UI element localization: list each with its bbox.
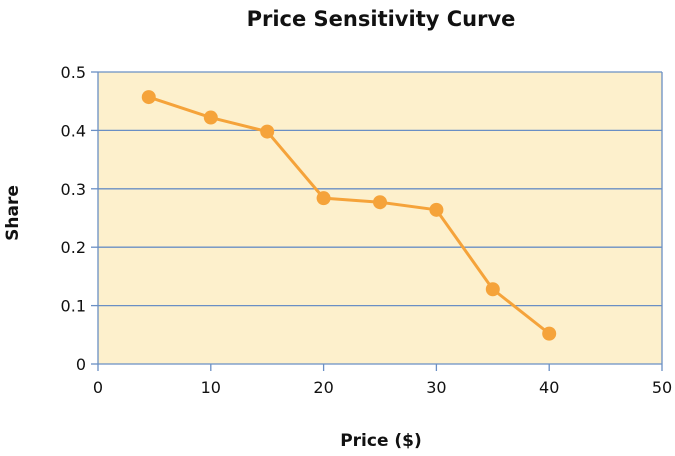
series-line (148, 95, 551, 335)
y-tick-label: 0.3 (61, 180, 86, 199)
data-point (429, 202, 444, 217)
gridlines (98, 71, 662, 307)
x-tick-label: 10 (201, 378, 221, 397)
data-point (373, 195, 387, 210)
data-point (203, 110, 218, 125)
chart-title: Price Sensitivity Curve (247, 7, 516, 31)
x-tick-label: 20 (313, 378, 333, 397)
y-tick-label: 0.2 (61, 238, 86, 257)
plot-area (98, 72, 662, 364)
data-point (260, 124, 275, 139)
y-tick-label: 0.5 (61, 63, 86, 82)
y-axis-ticks: 0 0.1 0.2 0.3 0.4 0.5 (61, 63, 98, 374)
x-tick-label: 40 (539, 378, 559, 397)
data-point (485, 282, 500, 297)
series-group (141, 90, 557, 341)
x-tick-label: 30 (426, 378, 446, 397)
data-point (141, 90, 156, 105)
x-axis-ticks: 0 10 20 30 40 50 (93, 364, 672, 397)
x-tick-label: 50 (652, 378, 672, 397)
y-tick-label: 0.1 (61, 297, 86, 316)
y-tick-label: 0.4 (61, 121, 86, 140)
axes (97, 72, 663, 365)
data-point (542, 326, 557, 341)
x-axis-label: Price ($) (340, 431, 422, 451)
y-axis-label: Share (3, 185, 23, 241)
y-tick-label: 0 (76, 355, 86, 374)
x-tick-label: 0 (93, 378, 103, 397)
data-point (316, 191, 331, 206)
